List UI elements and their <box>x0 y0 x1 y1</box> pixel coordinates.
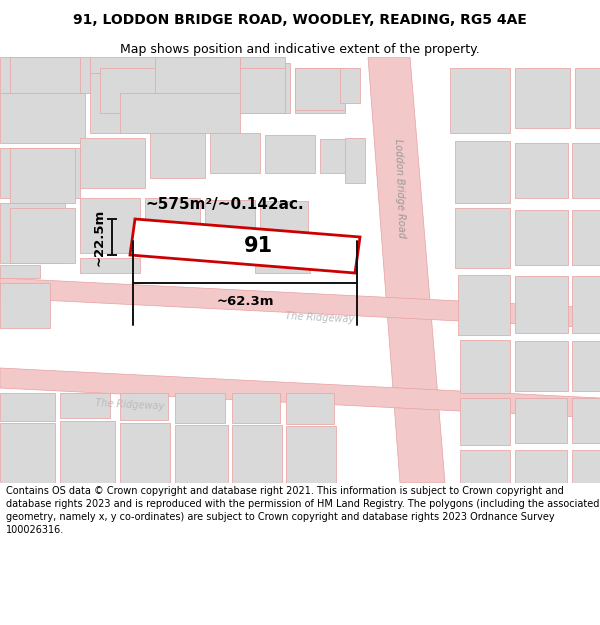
Polygon shape <box>0 93 85 143</box>
Polygon shape <box>0 393 55 421</box>
Polygon shape <box>458 275 510 335</box>
Text: 91: 91 <box>244 236 272 256</box>
Polygon shape <box>10 208 75 263</box>
Text: ~575m²/~0.142ac.: ~575m²/~0.142ac. <box>146 198 304 212</box>
Polygon shape <box>515 68 570 128</box>
Polygon shape <box>515 276 568 333</box>
Polygon shape <box>515 210 568 265</box>
Polygon shape <box>260 201 308 245</box>
Polygon shape <box>90 57 155 73</box>
Polygon shape <box>0 203 65 263</box>
Polygon shape <box>205 200 255 245</box>
Polygon shape <box>572 210 600 265</box>
Polygon shape <box>10 57 80 93</box>
Text: Map shows position and indicative extent of the property.: Map shows position and indicative extent… <box>120 42 480 56</box>
Polygon shape <box>170 68 225 113</box>
Polygon shape <box>60 421 115 483</box>
Polygon shape <box>572 450 600 483</box>
Polygon shape <box>0 278 600 328</box>
Polygon shape <box>235 68 285 113</box>
Text: 91, LODDON BRIDGE ROAD, WOODLEY, READING, RG5 4AE: 91, LODDON BRIDGE ROAD, WOODLEY, READING… <box>73 12 527 26</box>
Polygon shape <box>455 141 510 203</box>
Polygon shape <box>265 135 315 173</box>
Polygon shape <box>80 198 140 253</box>
Text: The Ridgeway: The Ridgeway <box>95 398 165 412</box>
Polygon shape <box>0 57 75 93</box>
Polygon shape <box>130 219 360 273</box>
Polygon shape <box>0 283 50 328</box>
Polygon shape <box>515 450 567 483</box>
Polygon shape <box>175 425 228 483</box>
Polygon shape <box>0 368 600 418</box>
Polygon shape <box>450 68 510 133</box>
Polygon shape <box>145 198 200 248</box>
Text: ~62.3m: ~62.3m <box>216 295 274 308</box>
Text: ~22.5m: ~22.5m <box>93 208 106 266</box>
Polygon shape <box>120 393 168 420</box>
Polygon shape <box>295 68 345 113</box>
Polygon shape <box>120 423 170 483</box>
Polygon shape <box>0 423 55 483</box>
Polygon shape <box>368 57 445 483</box>
Polygon shape <box>10 148 75 203</box>
Polygon shape <box>240 63 290 113</box>
Polygon shape <box>460 340 510 393</box>
Polygon shape <box>15 57 90 93</box>
Polygon shape <box>150 133 205 178</box>
Text: The Ridgeway: The Ridgeway <box>285 311 355 325</box>
Polygon shape <box>60 393 110 418</box>
Polygon shape <box>572 143 600 198</box>
Polygon shape <box>120 93 240 133</box>
Polygon shape <box>155 57 240 93</box>
Polygon shape <box>100 68 160 113</box>
Text: Contains OS data © Crown copyright and database right 2021. This information is : Contains OS data © Crown copyright and d… <box>6 486 599 535</box>
Polygon shape <box>255 253 310 273</box>
Polygon shape <box>286 393 334 424</box>
Polygon shape <box>460 398 510 445</box>
Polygon shape <box>286 426 336 483</box>
Polygon shape <box>175 57 225 68</box>
Polygon shape <box>575 68 600 128</box>
Polygon shape <box>80 258 140 273</box>
Polygon shape <box>80 138 145 188</box>
Polygon shape <box>572 276 600 333</box>
Polygon shape <box>340 68 360 103</box>
Polygon shape <box>320 139 360 173</box>
Polygon shape <box>175 393 225 423</box>
Polygon shape <box>572 398 600 443</box>
Polygon shape <box>515 341 568 391</box>
Polygon shape <box>240 57 285 68</box>
Polygon shape <box>0 265 40 278</box>
Text: Loddon Bridge Road: Loddon Bridge Road <box>393 138 407 238</box>
Polygon shape <box>455 208 510 268</box>
Polygon shape <box>515 143 568 198</box>
Polygon shape <box>515 398 567 443</box>
Polygon shape <box>460 450 510 483</box>
Polygon shape <box>175 68 230 123</box>
Polygon shape <box>210 133 260 173</box>
Polygon shape <box>295 68 345 110</box>
Polygon shape <box>572 341 600 391</box>
Polygon shape <box>0 148 80 198</box>
Polygon shape <box>90 73 165 133</box>
Polygon shape <box>232 425 282 483</box>
Polygon shape <box>232 393 280 423</box>
Polygon shape <box>345 138 365 183</box>
